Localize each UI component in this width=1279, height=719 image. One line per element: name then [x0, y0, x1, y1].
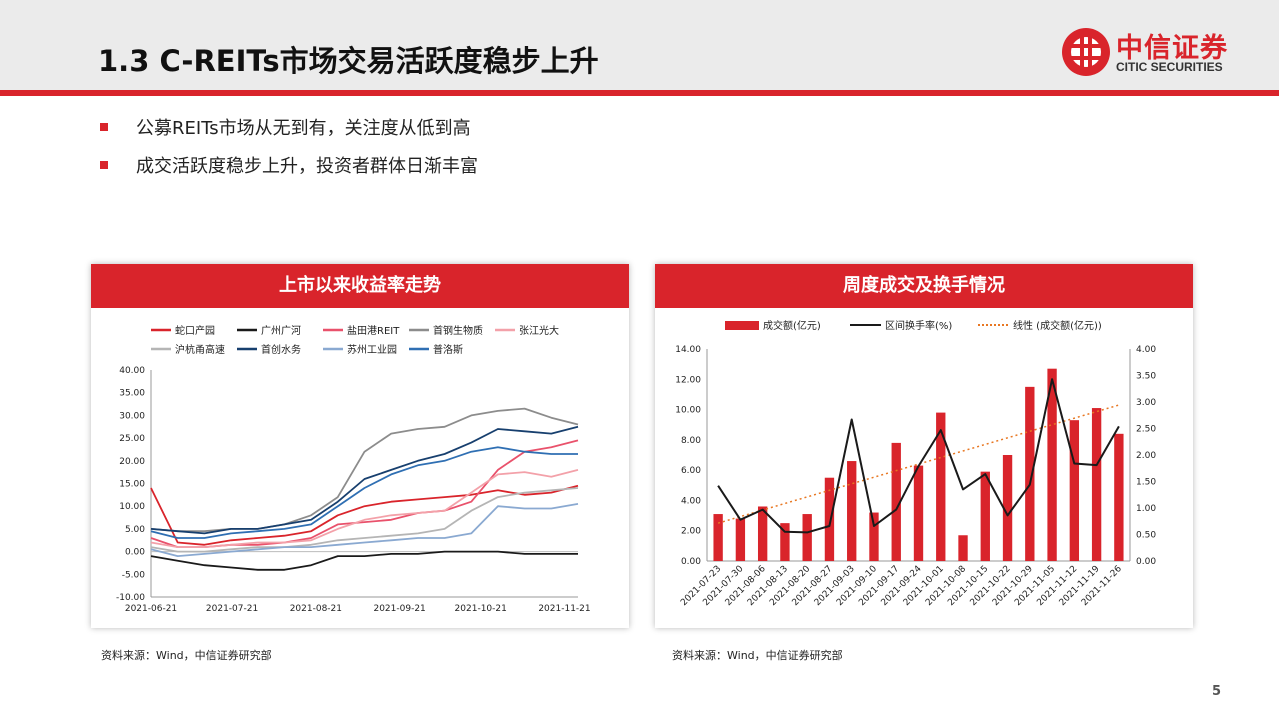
- y-tick-label: -10.00: [116, 593, 145, 603]
- y-tick-label: 25.00: [119, 434, 145, 444]
- volume-turnover-chart: 成交额(亿元) 区间换手率(%) 线性 (成交额(亿元)) 0.00 2.00 4.00 6…: [675, 319, 1156, 608]
- logo-text-cn: 中信证券: [1116, 33, 1228, 64]
- volume-bar: [891, 442, 901, 561]
- volume-bar: [958, 535, 968, 561]
- volume-bar: [1002, 455, 1013, 561]
- y-right-tick-label: 1.00: [1136, 504, 1156, 514]
- returns-chart-title: 上市以来收益率走势: [91, 264, 629, 308]
- y-right-tick-label: 2.50: [1136, 425, 1156, 435]
- series-line: [150, 446, 578, 539]
- volume-bar: [1025, 386, 1035, 561]
- bullet-square-icon: [100, 123, 108, 131]
- y-tick-label: -5.00: [122, 570, 146, 580]
- y-right-tick-label: 0.00: [1136, 557, 1156, 567]
- y-right-tick-label: 4.00: [1136, 345, 1156, 355]
- legend-label: 首创水务: [261, 343, 301, 356]
- volume-bar: [980, 471, 990, 561]
- volume-bar: [757, 506, 768, 561]
- volume-bar: [1091, 408, 1102, 561]
- y-left-tick-label: 2.00: [681, 527, 701, 537]
- volume-bar: [913, 465, 924, 561]
- x-tick-label: 2021-08-21: [290, 604, 342, 614]
- x-tick-label: 2021-11-21: [538, 604, 590, 614]
- y-left-tick-label: 8.00: [681, 436, 701, 446]
- volume-bar: [936, 412, 946, 561]
- legend-label: 广州广河: [261, 325, 301, 337]
- y-tick-label: 10.00: [119, 502, 145, 512]
- header-divider: [0, 90, 1279, 96]
- series-line: [150, 407, 579, 533]
- y-left-tick-label: 10.00: [675, 406, 701, 416]
- x-tick-label: 2021-06-21: [125, 604, 177, 614]
- volume-bar: [713, 514, 723, 561]
- volume-bar: [1114, 433, 1124, 561]
- y-left-tick-label: 4.00: [681, 496, 701, 506]
- citic-logo: 中信证券 CITIC SECURITIES: [1060, 26, 1245, 78]
- y-left-tick-label: 12.00: [675, 375, 701, 385]
- bullet-square-icon: [100, 161, 108, 169]
- volume-chart-title: 周度成交及换手情况: [655, 264, 1193, 308]
- bullet-item: 成交活跃度稳步上升，投资者群体日渐丰富: [100, 152, 478, 178]
- series-line: [150, 425, 579, 535]
- legend-label: 苏州工业园: [347, 343, 397, 356]
- legend-label: 张江光大: [519, 324, 559, 337]
- legend-label: 盐田港REIT: [347, 324, 400, 337]
- y-tick-label: 15.00: [119, 480, 145, 490]
- x-tick-label: 2021-07-21: [206, 604, 258, 614]
- y-tick-label: 40.00: [119, 366, 145, 376]
- x-tick-label: 2021-09-21: [373, 604, 425, 614]
- bullet-text: 公募REITs市场从无到有，关注度从低到高: [136, 118, 471, 139]
- volume-bar: [1047, 368, 1057, 561]
- source-note: 资料来源：Wind，中信证券研究部: [672, 649, 843, 662]
- legend-label: 线性 (成交额(亿元)): [1013, 319, 1102, 332]
- series-line: [150, 503, 579, 558]
- volume-bar: [780, 523, 790, 561]
- legend-label: 首钢生物质: [433, 324, 483, 337]
- legend-label: 成交额(亿元): [763, 319, 821, 332]
- volume-bar: [735, 518, 746, 561]
- bullet-item: 公募REITs市场从无到有，关注度从低到高: [100, 114, 471, 140]
- legend-label: 沪杭甬高速: [175, 343, 225, 356]
- y-tick-label: 0.00: [125, 548, 145, 558]
- volume-bar: [869, 512, 879, 561]
- series-line: [150, 484, 579, 546]
- series-line: [150, 550, 578, 571]
- source-note: 资料来源：Wind，中信证券研究部: [101, 649, 272, 662]
- x-tick-label: 2021-10-21: [455, 604, 507, 614]
- bullet-text: 成交活跃度稳步上升，投资者群体日渐丰富: [136, 156, 478, 177]
- logo-text-en: CITIC SECURITIES: [1116, 60, 1223, 74]
- y-right-tick-label: 2.00: [1136, 451, 1156, 461]
- y-right-tick-label: 3.00: [1136, 398, 1156, 408]
- y-left-tick-label: 14.00: [675, 345, 701, 355]
- y-right-tick-label: 3.50: [1136, 372, 1156, 382]
- y-tick-label: 20.00: [119, 457, 145, 467]
- series-line: [150, 469, 579, 549]
- y-tick-label: 35.00: [119, 389, 145, 399]
- returns-chart-panel: 上市以来收益率走势 蛇口产园 广州广河 盐田港REIT 首钢生物质 张江光大沪杭甬高速 首…: [91, 264, 629, 628]
- page-number: 5: [1212, 684, 1222, 699]
- series-line: [150, 487, 579, 553]
- citic-logo-icon: [1062, 28, 1110, 76]
- turnover-line: [717, 378, 1120, 534]
- volume-bar: [847, 461, 857, 561]
- y-left-tick-label: 0.00: [681, 557, 701, 567]
- y-tick-label: 5.00: [125, 525, 145, 535]
- volume-chart-panel: 周度成交及换手情况 成交额(亿元) 区间换手率(%) 线性 (成交额(亿元)) 0.0…: [655, 264, 1193, 628]
- volume-bar: [824, 477, 835, 561]
- y-left-tick-label: 6.00: [681, 466, 701, 476]
- legend-label: 蛇口产园: [175, 324, 215, 337]
- volume-bar: [802, 514, 812, 561]
- volume-bar: [1069, 420, 1080, 561]
- y-right-tick-label: 0.50: [1136, 531, 1156, 541]
- y-tick-label: 30.00: [119, 411, 145, 421]
- legend-label: 区间换手率(%): [885, 319, 952, 332]
- y-right-tick-label: 1.50: [1136, 478, 1156, 488]
- legend-swatch: [725, 321, 759, 330]
- legend-label: 普洛斯: [433, 343, 463, 356]
- slide-title: 1.3 C-REITs市场交易活跃度稳步上升: [98, 44, 599, 78]
